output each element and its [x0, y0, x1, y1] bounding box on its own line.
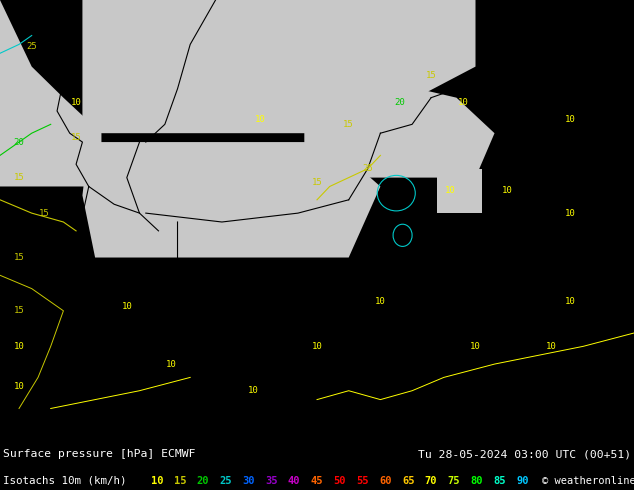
Polygon shape [437, 169, 482, 213]
Text: 50: 50 [333, 476, 346, 486]
Text: 15: 15 [344, 120, 354, 129]
Text: 10: 10 [166, 360, 176, 368]
Polygon shape [304, 80, 495, 177]
Text: 20: 20 [197, 476, 209, 486]
Text: 25: 25 [27, 42, 37, 51]
Text: 15: 15 [71, 133, 81, 142]
Text: 10: 10 [312, 342, 322, 351]
Text: 15: 15 [426, 71, 436, 80]
Text: 15: 15 [14, 173, 24, 182]
Text: 10: 10 [502, 186, 512, 196]
Text: 85: 85 [493, 476, 506, 486]
Text: 90: 90 [516, 476, 529, 486]
Text: 10: 10 [71, 98, 81, 107]
Text: 10: 10 [249, 386, 259, 395]
Text: 10: 10 [566, 115, 576, 124]
Text: 10: 10 [458, 98, 468, 107]
Text: 15: 15 [174, 476, 186, 486]
Text: 25: 25 [219, 476, 232, 486]
Text: 15: 15 [312, 177, 322, 187]
Text: 10: 10 [547, 342, 557, 351]
Text: 10: 10 [14, 382, 24, 391]
Text: 30: 30 [242, 476, 255, 486]
Text: Isotachs 10m (km/h): Isotachs 10m (km/h) [3, 476, 133, 486]
Text: 10: 10 [445, 186, 455, 196]
Text: 1015: 1015 [301, 400, 326, 410]
Text: 35: 35 [265, 476, 278, 486]
Text: 15: 15 [14, 306, 24, 315]
Polygon shape [82, 0, 476, 133]
Text: 20: 20 [394, 98, 404, 107]
Text: 55: 55 [356, 476, 369, 486]
Text: 15: 15 [14, 253, 24, 262]
Text: © weatheronline.co.uk weatheronline.co.uk: © weatheronline.co.uk weatheronline.co.u… [542, 476, 634, 486]
Text: 1020: 1020 [529, 264, 554, 273]
Text: 10: 10 [470, 342, 481, 351]
Text: 10: 10 [566, 209, 576, 218]
Text: Tu 28-05-2024 03:00 UTC (00+51): Tu 28-05-2024 03:00 UTC (00+51) [418, 449, 631, 459]
Text: 10: 10 [14, 342, 24, 351]
Text: 10: 10 [122, 302, 132, 311]
Text: 10: 10 [151, 476, 164, 486]
Text: 75: 75 [448, 476, 460, 486]
Text: 80: 80 [470, 476, 483, 486]
Polygon shape [82, 142, 380, 258]
Text: 10: 10 [255, 115, 265, 124]
Text: 60: 60 [379, 476, 392, 486]
Text: 45: 45 [311, 476, 323, 486]
Text: Surface pressure [hPa] ECMWF: Surface pressure [hPa] ECMWF [3, 449, 196, 459]
Text: 25: 25 [363, 164, 373, 173]
Text: 10: 10 [375, 297, 385, 306]
Text: 40: 40 [288, 476, 301, 486]
Text: 10: 10 [566, 297, 576, 306]
Text: 65: 65 [402, 476, 415, 486]
Text: 15: 15 [39, 209, 49, 218]
Text: 20: 20 [14, 138, 24, 147]
Polygon shape [0, 0, 101, 187]
Text: 70: 70 [425, 476, 437, 486]
